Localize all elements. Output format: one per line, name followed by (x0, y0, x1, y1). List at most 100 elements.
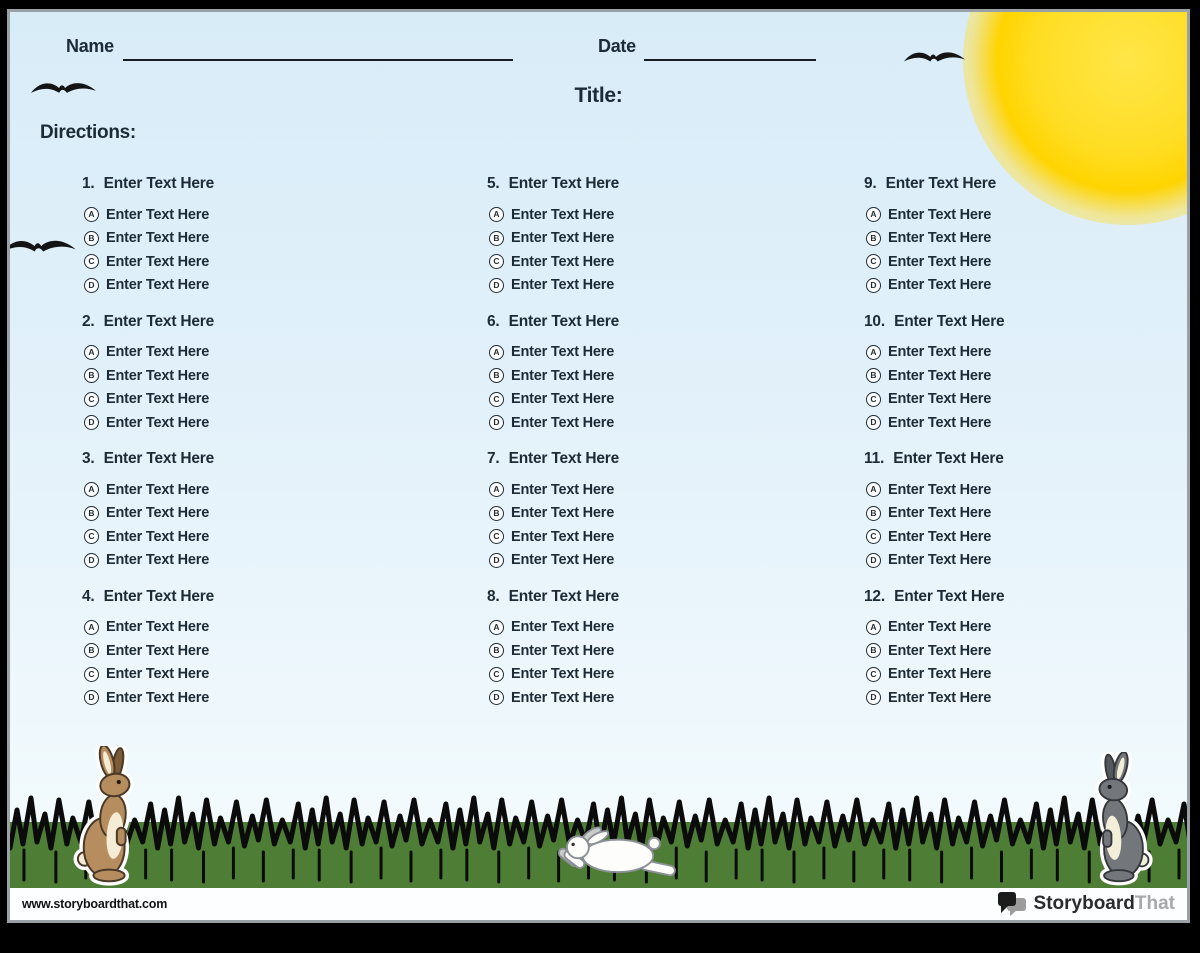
question-number: 12. (864, 587, 890, 605)
option-letter-badge: B (866, 230, 881, 246)
option-letter-badge: C (84, 529, 99, 544)
option-row: C Enter Text Here (489, 391, 832, 407)
option-letter-badge: A (866, 344, 881, 360)
question-number: 2. (82, 312, 99, 330)
name-fill-line[interactable] (123, 59, 513, 61)
date-label: Date (598, 36, 636, 56)
option-text[interactable]: Enter Text Here (888, 230, 992, 246)
option-text[interactable]: Enter Text Here (511, 666, 615, 682)
question-title[interactable]: 5. Enter Text Here (487, 174, 832, 194)
option-text[interactable]: Enter Text Here (106, 367, 210, 384)
option-text[interactable]: Enter Text Here (511, 414, 615, 431)
option-text[interactable]: Enter Text Here (888, 481, 992, 498)
option-text[interactable]: Enter Text Here (888, 505, 992, 521)
option-text[interactable]: Enter Text Here (888, 552, 992, 568)
option-row: D Enter Text Here (84, 552, 427, 568)
option-text[interactable]: Enter Text Here (888, 277, 992, 293)
question-block: 8. Enter Text Here A Enter Text Here B E… (487, 587, 832, 706)
option-row: D Enter Text Here (489, 552, 832, 568)
option-text[interactable]: Enter Text Here (511, 253, 615, 270)
question-title[interactable]: 4. Enter Text Here (82, 587, 427, 607)
option-text[interactable]: Enter Text Here (888, 367, 992, 384)
option-text[interactable]: Enter Text Here (106, 344, 210, 360)
option-text[interactable]: Enter Text Here (511, 391, 615, 407)
option-text[interactable]: Enter Text Here (106, 414, 210, 431)
brown-rabbit-icon (73, 746, 134, 886)
option-text[interactable]: Enter Text Here (888, 619, 992, 635)
question-title[interactable]: 8. Enter Text Here (487, 587, 832, 607)
option-text[interactable]: Enter Text Here (888, 391, 992, 407)
option-text[interactable]: Enter Text Here (511, 642, 615, 659)
option-row: C Enter Text Here (84, 528, 427, 545)
option-text[interactable]: Enter Text Here (106, 552, 210, 568)
option-text[interactable]: Enter Text Here (888, 528, 992, 545)
question-text: Enter Text Here (885, 175, 997, 192)
option-text[interactable]: Enter Text Here (106, 481, 210, 498)
question-number: 9. (864, 175, 881, 192)
option-letter-badge: A (866, 482, 881, 497)
question-block: 3. Enter Text Here A Enter Text Here B E… (82, 449, 427, 568)
option-text[interactable]: Enter Text Here (106, 277, 210, 293)
option-letter-badge: B (489, 230, 504, 246)
question-title[interactable]: 9. Enter Text Here (864, 174, 1187, 194)
option-letter-badge: B (84, 643, 99, 658)
title-label: Title: (574, 84, 623, 107)
option-text[interactable]: Enter Text Here (511, 367, 615, 384)
question-text: Enter Text Here (893, 450, 1004, 467)
option-text[interactable]: Enter Text Here (511, 230, 615, 246)
question-title[interactable]: 7. Enter Text Here (487, 449, 832, 469)
question-title[interactable]: 3. Enter Text Here (82, 449, 427, 469)
option-text[interactable]: Enter Text Here (511, 619, 615, 635)
option-text[interactable]: Enter Text Here (888, 206, 992, 223)
option-row: A Enter Text Here (84, 344, 427, 360)
option-row: B Enter Text Here (866, 367, 1187, 384)
option-text[interactable]: Enter Text Here (106, 528, 210, 545)
option-text[interactable]: Enter Text Here (511, 528, 615, 545)
option-text[interactable]: Enter Text Here (888, 344, 992, 360)
question-title[interactable]: 12. Enter Text Here (864, 587, 1187, 607)
option-text[interactable]: Enter Text Here (106, 253, 210, 270)
option-row: A Enter Text Here (866, 619, 1187, 635)
option-letter-badge: B (84, 505, 99, 521)
option-text[interactable]: Enter Text Here (511, 552, 615, 568)
option-letter-badge: B (489, 505, 504, 521)
option-row: C Enter Text Here (84, 253, 427, 270)
option-row: D Enter Text Here (84, 689, 427, 706)
question-text: Enter Text Here (894, 587, 1005, 605)
date-fill-line[interactable] (644, 59, 816, 61)
option-text[interactable]: Enter Text Here (511, 689, 615, 706)
option-text[interactable]: Enter Text Here (106, 206, 210, 223)
option-text[interactable]: Enter Text Here (106, 642, 210, 659)
option-text[interactable]: Enter Text Here (888, 689, 992, 706)
question-text: Enter Text Here (103, 312, 215, 330)
option-row: A Enter Text Here (866, 206, 1187, 223)
option-text[interactable]: Enter Text Here (511, 505, 615, 521)
question-title[interactable]: 11. Enter Text Here (864, 449, 1187, 469)
option-letter-badge: C (84, 666, 99, 682)
option-row: D Enter Text Here (489, 414, 832, 431)
option-text[interactable]: Enter Text Here (511, 277, 615, 293)
name-label: Name (66, 36, 114, 56)
option-text[interactable]: Enter Text Here (888, 666, 992, 682)
option-text[interactable]: Enter Text Here (888, 642, 992, 659)
option-text[interactable]: Enter Text Here (106, 505, 210, 521)
option-text[interactable]: Enter Text Here (106, 230, 210, 246)
option-text[interactable]: Enter Text Here (511, 206, 615, 223)
question-title[interactable]: 6. Enter Text Here (487, 312, 832, 332)
option-text[interactable]: Enter Text Here (106, 689, 210, 706)
option-text[interactable]: Enter Text Here (511, 481, 615, 498)
option-text[interactable]: Enter Text Here (106, 666, 210, 682)
option-text[interactable]: Enter Text Here (511, 344, 615, 360)
question-title[interactable]: 2. Enter Text Here (82, 312, 427, 332)
option-text[interactable]: Enter Text Here (106, 619, 210, 635)
option-row: A Enter Text Here (866, 344, 1187, 360)
option-letter-badge: A (489, 482, 504, 497)
option-letter-badge: D (489, 277, 504, 293)
option-text[interactable]: Enter Text Here (888, 414, 992, 431)
question-title[interactable]: 10. Enter Text Here (864, 312, 1187, 332)
option-text[interactable]: Enter Text Here (106, 391, 210, 407)
option-row: D Enter Text Here (489, 689, 832, 706)
storyboardthat-logo: StoryboardThat (997, 891, 1175, 917)
question-title[interactable]: 1. Enter Text Here (82, 174, 427, 194)
option-text[interactable]: Enter Text Here (888, 253, 992, 270)
